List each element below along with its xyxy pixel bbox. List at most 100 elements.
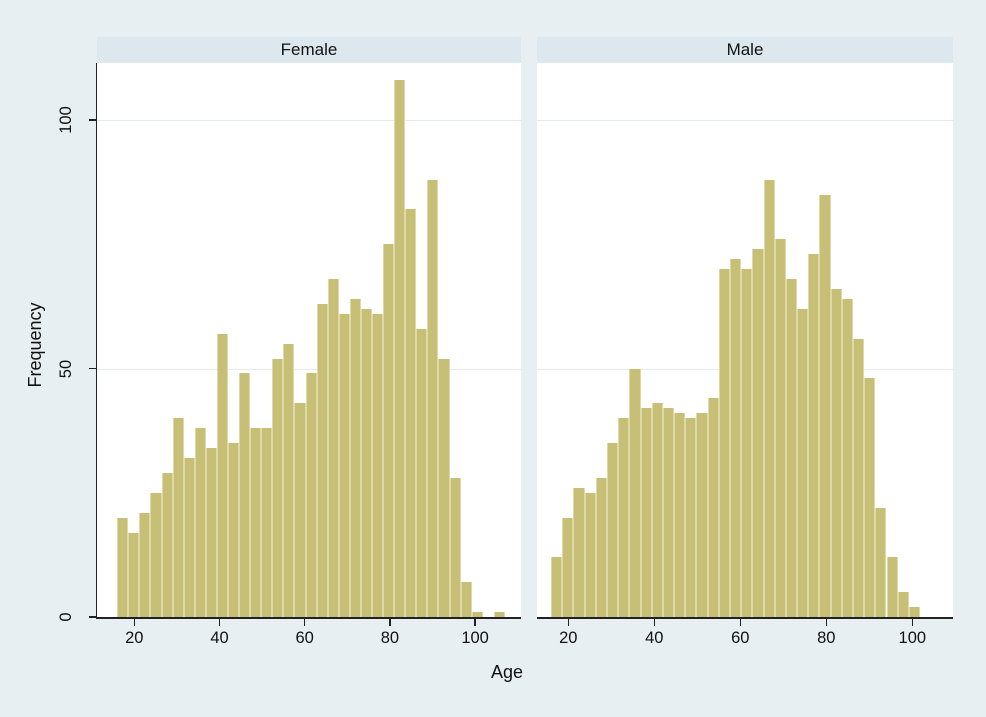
histogram-bar: [718, 269, 730, 617]
x-tick-label: 100: [461, 629, 489, 647]
histogram-bar: [685, 418, 697, 617]
histogram-bar: [662, 408, 675, 617]
y-axis-line: [95, 63, 98, 619]
plot-area-male: [537, 63, 953, 617]
histogram-bar: [618, 418, 630, 617]
histogram-bar: [864, 378, 876, 617]
x-tick: [911, 618, 913, 626]
plot-area-female: [97, 63, 521, 617]
histogram-bar: [316, 303, 328, 617]
y-tick-label: 0: [57, 612, 75, 622]
histogram-bar: [261, 428, 273, 617]
x-axis-line: [95, 617, 521, 619]
histogram-bar: [205, 448, 217, 617]
x-tick-label: 20: [559, 629, 578, 647]
histogram-bar: [741, 269, 753, 617]
histogram-bar: [584, 492, 596, 617]
histogram-bar: [830, 288, 842, 617]
y-tick: [89, 367, 97, 370]
histogram-bar: [696, 413, 708, 617]
histogram-bar: [228, 443, 240, 617]
histogram-bar: [493, 612, 505, 617]
histogram-bar: [897, 592, 909, 617]
histogram-bar: [150, 492, 162, 617]
gridline-y100: [537, 120, 953, 122]
histogram-bar: [283, 343, 295, 617]
x-axis-title: Age: [490, 662, 524, 682]
histogram-bar: [460, 582, 472, 617]
histogram-bar: [852, 338, 865, 617]
histogram-bar: [294, 403, 306, 617]
histogram-bar: [372, 313, 384, 617]
y-tick: [89, 119, 97, 121]
x-tick-label: 40: [210, 629, 229, 647]
histogram-bar: [774, 239, 786, 617]
histogram-bar: [808, 254, 820, 617]
histogram-bar: [797, 308, 809, 617]
histogram-bar: [139, 512, 151, 617]
histogram-bar: [394, 80, 406, 617]
histogram-bar: [239, 373, 251, 617]
x-tick: [825, 618, 827, 626]
x-tick-label: 80: [380, 629, 400, 647]
histogram-bar: [551, 557, 563, 617]
histogram-bar: [640, 408, 652, 617]
x-axis-line: [537, 617, 953, 619]
histogram-bar: [405, 209, 417, 617]
histogram-bar: [841, 298, 853, 617]
histogram-bar: [338, 313, 350, 617]
x-tick: [218, 618, 221, 626]
histogram-bar: [183, 457, 195, 617]
histogram-bar: [471, 612, 483, 617]
histogram-bar: [216, 333, 229, 617]
histogram-bar: [449, 477, 461, 617]
histogram-bar: [161, 472, 173, 617]
histogram-bar: [729, 259, 742, 617]
y-tick: [89, 616, 97, 618]
x-tick: [739, 618, 741, 626]
histogram-bar: [908, 607, 921, 617]
histogram-bar: [117, 517, 129, 617]
histogram-bar: [416, 328, 428, 617]
x-tick: [303, 618, 306, 626]
histogram-bar: [629, 368, 641, 617]
x-tick: [133, 618, 136, 626]
y-tick-label: 50: [57, 359, 75, 378]
y-tick-label: 100: [57, 106, 75, 134]
histogram-bar: [707, 398, 719, 617]
histogram-bar: [172, 418, 184, 617]
y-axis-title: Frequency: [25, 302, 45, 388]
x-tick: [474, 618, 476, 626]
x-tick-label: 80: [817, 629, 836, 647]
histogram-bar: [674, 413, 686, 617]
panel-header-female: Female: [97, 37, 521, 63]
histogram-bar: [752, 249, 764, 617]
histogram-bar: [595, 477, 607, 617]
panel-title-female: Female: [280, 40, 338, 59]
histogram-bar: [573, 487, 585, 617]
histogram-bar: [194, 428, 206, 617]
histogram-bar: [327, 279, 339, 617]
histogram-bar: [785, 279, 798, 617]
histogram-bar: [438, 358, 450, 617]
histogram-bar: [651, 403, 663, 617]
histogram-bar: [360, 308, 372, 617]
x-tick-label: 60: [295, 629, 314, 647]
histogram-bar: [349, 298, 361, 617]
x-tick-label: 100: [898, 629, 927, 647]
x-tick-label: 40: [645, 629, 664, 647]
histogram-bar: [875, 507, 887, 617]
histogram-bar: [886, 557, 898, 617]
x-tick-label: 20: [125, 629, 144, 647]
histogram-bar: [607, 443, 619, 617]
panel-title-male: Male: [726, 40, 764, 59]
histogram-bar: [562, 517, 574, 617]
histogram-bar: [250, 428, 262, 617]
histogram-bar: [763, 179, 775, 617]
histogram-bar: [272, 358, 284, 617]
histogram-bar: [383, 244, 395, 617]
gridline-y50: [97, 368, 521, 370]
histogram-bar: [427, 179, 439, 617]
histogram-bar: [819, 194, 831, 617]
